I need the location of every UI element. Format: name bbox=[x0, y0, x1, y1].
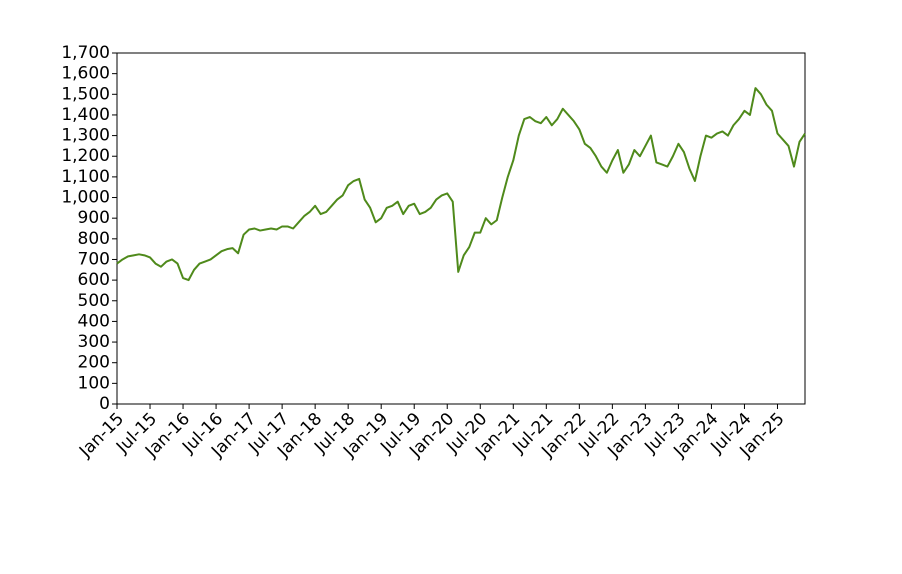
y-tick-label: 100 bbox=[78, 373, 110, 393]
y-tick-label: 1,000 bbox=[61, 188, 110, 208]
y-tick-label: 1,700 bbox=[61, 43, 110, 63]
y-tick-label: 500 bbox=[78, 291, 110, 311]
y-tick-label: 1,400 bbox=[61, 105, 110, 125]
y-tick-label: 1,100 bbox=[61, 167, 110, 187]
y-tick-label: 900 bbox=[78, 208, 110, 228]
y-tick-label: 400 bbox=[78, 311, 110, 331]
y-tick-label: 200 bbox=[78, 353, 110, 373]
price-line bbox=[116, 87, 806, 282]
y-tick-label: 1,500 bbox=[61, 84, 110, 104]
y-tick-label: 1,600 bbox=[61, 64, 110, 84]
y-tick-label: 600 bbox=[78, 270, 110, 290]
y-tick-label: 1,300 bbox=[61, 126, 110, 146]
y-tick-label: 800 bbox=[78, 229, 110, 249]
y-tick-label: 0 bbox=[99, 394, 110, 414]
plot-frame bbox=[116, 52, 806, 405]
y-tick-label: 300 bbox=[78, 332, 110, 352]
y-tick-label: 700 bbox=[78, 249, 110, 269]
y-tick-label: 1,200 bbox=[61, 146, 110, 166]
